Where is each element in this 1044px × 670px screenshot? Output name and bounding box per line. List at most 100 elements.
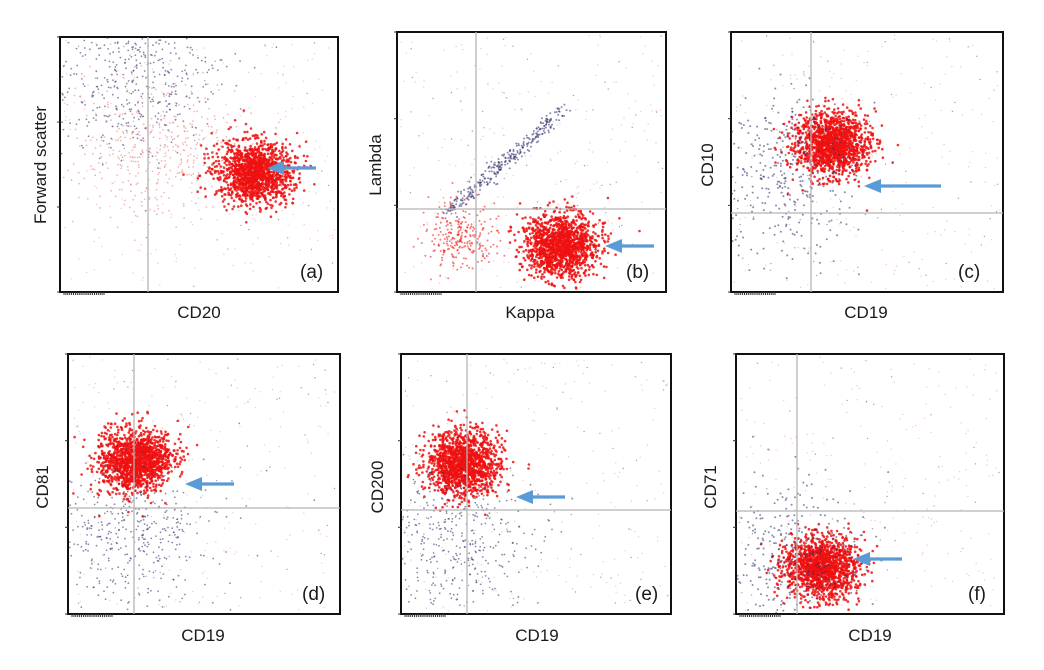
- scatter-point: [469, 227, 472, 230]
- scatter-point: [118, 127, 120, 130]
- scatter-point: [944, 73, 946, 75]
- scatter-point: [136, 133, 139, 136]
- scatter-point: [205, 206, 208, 208]
- scatter-point: [263, 139, 266, 143]
- scatter-point: [142, 276, 144, 279]
- scatter-point: [128, 172, 131, 175]
- panel-a-dots: [57, 36, 336, 295]
- scatter-point: [451, 255, 454, 258]
- scatter-point: [497, 166, 500, 169]
- scatter-point: [901, 203, 903, 205]
- scatter-point: [211, 163, 214, 166]
- scatter-point: [423, 80, 425, 82]
- scatter-point: [128, 206, 131, 209]
- scatter-point: [250, 151, 252, 154]
- scatter-point: [114, 42, 116, 44]
- scatter-point: [776, 129, 778, 131]
- scatter-point: [490, 166, 493, 169]
- scatter-point: [223, 161, 226, 165]
- scatter-point: [81, 55, 84, 57]
- scatter-point: [111, 182, 114, 185]
- scatter-point: [105, 162, 107, 164]
- scatter-point: [442, 242, 445, 245]
- scatter-point: [496, 245, 498, 248]
- scatter-point: [120, 165, 123, 167]
- scatter-point: [244, 210, 247, 214]
- scatter-point: [206, 166, 209, 169]
- scatter-point: [559, 219, 562, 222]
- scatter-point: [98, 157, 101, 160]
- scatter-point: [169, 122, 171, 124]
- scatter-point: [132, 120, 135, 123]
- scatter-point: [550, 282, 554, 286]
- scatter-point: [934, 230, 936, 233]
- scatter-point: [540, 252, 544, 255]
- scatter-point: [247, 71, 250, 74]
- scatter-point: [229, 162, 232, 165]
- scatter-point: [482, 110, 484, 113]
- scatter-point: [557, 107, 560, 110]
- scatter-point: [142, 151, 145, 154]
- scatter-point: [167, 43, 170, 45]
- scatter-point: [181, 77, 184, 79]
- scatter-point: [302, 80, 304, 82]
- scatter-point: [135, 111, 138, 113]
- scatter-point: [528, 254, 532, 257]
- scatter-point: [172, 82, 175, 85]
- scatter-point: [162, 66, 165, 69]
- scatter-point: [158, 126, 161, 129]
- scatter-point: [821, 103, 824, 106]
- scatter-point: [278, 121, 280, 124]
- scatter-point: [640, 36, 642, 38]
- scatter-point: [585, 110, 588, 113]
- scatter-point: [579, 278, 583, 282]
- scatter-point: [292, 95, 294, 98]
- scatter-point: [450, 228, 453, 231]
- scatter-point: [178, 171, 181, 174]
- scatter-point: [468, 179, 470, 181]
- scatter-point: [555, 111, 558, 113]
- scatter-point: [970, 181, 972, 183]
- scatter-point: [150, 253, 152, 255]
- scatter-point: [738, 228, 741, 231]
- scatter-point: [183, 217, 186, 219]
- scatter-point: [243, 139, 246, 142]
- scatter-point: [606, 161, 609, 164]
- scatter-point: [208, 107, 211, 110]
- scatter-point: [185, 37, 188, 40]
- scatter-point: [558, 119, 561, 122]
- scatter-point: [95, 203, 98, 206]
- scatter-point: [573, 233, 576, 237]
- scatter-point: [472, 226, 475, 229]
- scatter-point: [194, 147, 197, 150]
- scatter-point: [739, 78, 741, 80]
- scatter-point: [203, 153, 206, 156]
- scatter-point: [229, 172, 232, 175]
- scatter-point: [998, 209, 1000, 211]
- scatter-point: [875, 152, 877, 155]
- scatter-point: [123, 159, 125, 161]
- scatter-point: [618, 61, 620, 63]
- scatter-point: [138, 166, 140, 169]
- scatter-point: [232, 170, 236, 173]
- scatter-point: [107, 86, 110, 89]
- scatter-point: [284, 146, 287, 149]
- scatter-point: [188, 47, 190, 49]
- scatter-point: [164, 69, 167, 72]
- scatter-point: [884, 163, 887, 165]
- scatter-point: [164, 135, 167, 137]
- scatter-point: [98, 54, 101, 56]
- scatter-point: [163, 156, 165, 158]
- scatter-point: [740, 147, 743, 149]
- scatter-point: [610, 138, 612, 141]
- scatter-point: [186, 46, 189, 49]
- scatter-point: [289, 183, 293, 186]
- scatter-point: [459, 100, 462, 102]
- scatter-point: [268, 175, 272, 178]
- scatter-point: [174, 93, 177, 95]
- scatter-point: [211, 185, 214, 188]
- scatter-point: [61, 99, 64, 101]
- scatter-point: [244, 262, 246, 264]
- scatter-point: [205, 136, 207, 138]
- scatter-point: [274, 147, 278, 151]
